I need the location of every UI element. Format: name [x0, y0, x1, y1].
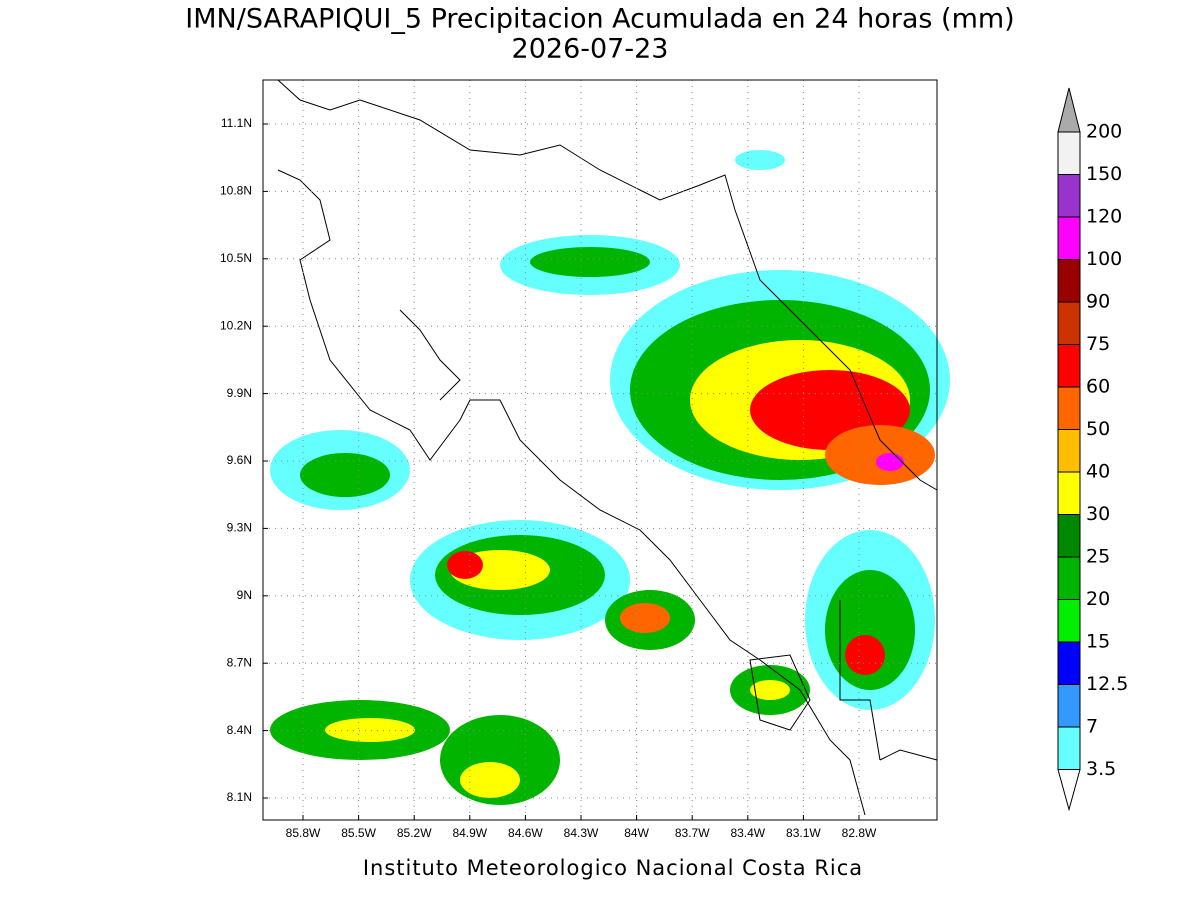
x-tick-label: 83.7W [675, 826, 710, 840]
x-tick-label: 85.8W [286, 826, 321, 840]
colorbar-segment [1057, 641, 1081, 685]
x-tick-label: 82.8W [842, 826, 877, 840]
footer: Instituto Meteorologico Nacional Costa R… [363, 856, 863, 880]
colorbar-segment [1057, 471, 1081, 515]
y-tick-label: 9.6N [227, 453, 252, 467]
colorbar-label: 200 [1086, 121, 1122, 143]
colorbar-label: 12.5 [1086, 673, 1128, 695]
colorbar-segment [1057, 131, 1081, 175]
y-tick-label: 10.5N [220, 251, 252, 265]
colorbar-segment [1057, 556, 1081, 600]
colorbar-label: 7 [1086, 716, 1098, 738]
y-tick-label: 11.1N [221, 116, 252, 130]
map-date: 2026-07-23 [512, 34, 669, 65]
y-tick-label: 9N [237, 588, 252, 602]
colorbar: 200 150 120 100 90 75 60 50 40 30 25 20 15 12.5 7 3.5 [1057, 87, 1128, 812]
colorbar-label: 50 [1086, 418, 1110, 440]
colorbar-segment [1057, 684, 1081, 728]
colorbar-label: 90 [1086, 291, 1110, 313]
colorbar-under [1057, 769, 1081, 812]
x-tick-label: 84.9W [452, 826, 487, 840]
y-tick-label: 10.2N [220, 318, 252, 332]
map-area [262, 79, 950, 821]
colorbar-label: 3.5 [1086, 758, 1116, 780]
y-tick-label: 9.9N [227, 386, 252, 400]
colorbar-label: 20 [1086, 588, 1110, 610]
colorbar-segment [1057, 429, 1081, 473]
colorbar-label: 150 [1086, 163, 1122, 185]
colorbar-label: 15 [1086, 631, 1110, 653]
colorbar-label: 25 [1086, 546, 1110, 568]
x-tick-label: 85.5W [341, 826, 376, 840]
map-title: IMN/SARAPIQUI_5 Precipitacion Acumulada … [185, 4, 1014, 35]
x-tick-label: 84W [624, 826, 649, 840]
y-tick-label: 8.1N [227, 790, 252, 804]
colorbar-segment [1057, 599, 1081, 643]
y-tick-label: 8.4N [227, 723, 252, 737]
colorbar-label: 30 [1086, 503, 1110, 525]
grid [263, 80, 937, 820]
x-tick-label: 83.1W [786, 826, 821, 840]
y-tick-label: 8.7N [227, 655, 252, 669]
colorbar-label: 120 [1086, 206, 1122, 228]
colorbar-label: 75 [1086, 333, 1110, 355]
y-tick-label: 10.8N [220, 184, 252, 198]
x-tick-label: 83.4W [730, 826, 765, 840]
x-tick-label: 84.3W [564, 826, 599, 840]
colorbar-segment [1057, 344, 1081, 388]
colorbar-label: 60 [1086, 376, 1110, 398]
colorbar-label: 40 [1086, 461, 1110, 483]
colorbar-segment [1057, 174, 1081, 218]
colorbar-label: 100 [1086, 248, 1122, 270]
colorbar-segment [1057, 216, 1081, 260]
colorbar-segment [1057, 259, 1081, 303]
x-tick-label: 84.6W [508, 826, 543, 840]
y-tick-label: 9.3N [227, 521, 252, 535]
colorbar-segment [1057, 514, 1081, 558]
colorbar-segment [1057, 386, 1081, 430]
coastline [277, 79, 938, 816]
colorbar-segment [1057, 726, 1081, 770]
map-frame [262, 79, 938, 821]
colorbar-over [1057, 87, 1081, 133]
x-tick-label: 85.2W [397, 826, 432, 840]
colorbar-segment [1057, 301, 1081, 345]
precipitation-field [270, 150, 950, 805]
